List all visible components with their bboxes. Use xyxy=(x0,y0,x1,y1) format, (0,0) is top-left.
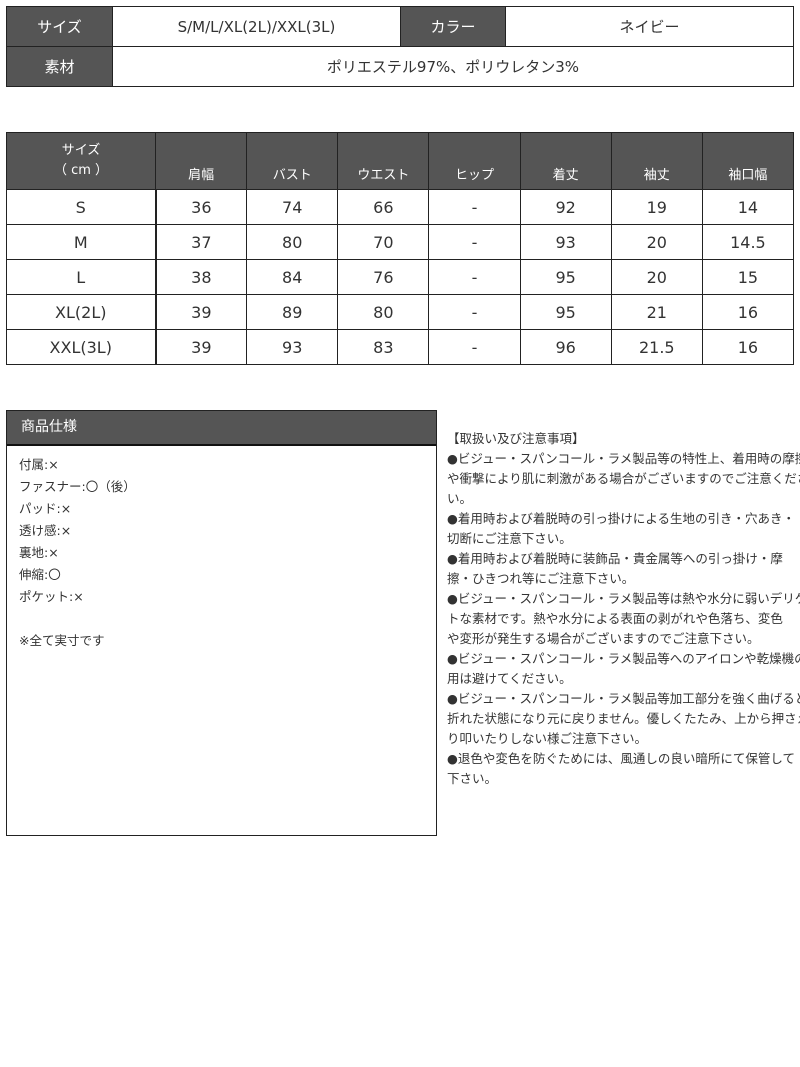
note-line: や衝撃により肌に刺激がある場合がございますのでご注意くださ xyxy=(447,471,800,486)
spec-note: ※全て実寸です xyxy=(19,633,105,648)
measurement-cell: 93 xyxy=(519,224,612,260)
measurement-cell: 89 xyxy=(246,294,339,330)
material-label: 素材 xyxy=(6,46,113,87)
measurement-cell: - xyxy=(428,189,521,225)
note-line: 下さい。 xyxy=(447,771,498,786)
measurement-cell: 38 xyxy=(154,259,248,295)
size-header-line2: （ cm ） xyxy=(53,163,109,178)
basic-info-table: サイズ S/M/L/XL(2L)/XXL(3L) カラー ネイビー 素材 ポリエ… xyxy=(6,6,794,87)
size-row: サイズ S/M/L/XL(2L)/XXL(3L) カラー ネイビー xyxy=(6,6,794,47)
column-header: 肩幅 xyxy=(154,132,248,190)
measurement-cell: 20 xyxy=(610,259,703,295)
measurement-cell: 95 xyxy=(519,259,612,295)
column-header: ウエスト xyxy=(337,132,430,190)
measurement-cell: 15 xyxy=(701,259,795,295)
size-name-cell: S xyxy=(6,189,157,225)
note-line: 切断にご注意下さい。 xyxy=(447,531,572,546)
measurement-cell: 14 xyxy=(701,189,795,225)
spec-item: 透け感:× xyxy=(19,523,72,538)
measurement-cell: 96 xyxy=(519,329,612,365)
spec-item: ファスナー:〇（後） xyxy=(19,479,136,494)
note-line: や変形が発生する場合がございますのでご注意下さい。 xyxy=(447,631,760,646)
column-header: ヒップ xyxy=(428,132,521,190)
note-line: ●退色や変色を防ぐためには、風通しの良い暗所にて保管して xyxy=(447,751,796,766)
note-line: ●着用時および着脱時の引っ掛けによる生地の引き・穴あき・ xyxy=(447,511,796,526)
measurement-cell: 20 xyxy=(610,224,703,260)
table-row: L 38 84 76-95 20 15 xyxy=(6,259,795,295)
column-header: バスト xyxy=(246,132,339,190)
measurement-cell: 16 xyxy=(701,294,795,330)
table-row: XXL(3L) 39 93 83-96 21.5 16 xyxy=(6,329,795,365)
material-value: ポリエステル97%、ポリウレタン3% xyxy=(112,46,794,87)
measurement-cell: - xyxy=(428,259,521,295)
measurement-cell: 19 xyxy=(610,189,703,225)
note-line: い。 xyxy=(447,491,473,506)
product-spec-box: 商品仕様 付属:× ファスナー:〇（後） パッド:× 透け感:× 裏地:× 伸縮:〇ポケッ… xyxy=(6,410,437,836)
color-value: ネイビー xyxy=(505,6,794,47)
spec-title: 商品仕様 xyxy=(7,411,436,446)
material-row: 素材 ポリエステル97%、ポリウレタン3% xyxy=(6,46,794,87)
measurement-cell: 37 xyxy=(154,224,248,260)
column-header: 袖丈 xyxy=(610,132,703,190)
measurement-cell: - xyxy=(428,224,521,260)
column-header: 着丈 xyxy=(519,132,612,190)
size-chart-header: サイズ （ cm ） 肩幅 バスト ウエスト ヒップ 着丈 袖丈 袖口幅 xyxy=(6,132,795,190)
spacer xyxy=(19,608,424,630)
measurement-cell: 21.5 xyxy=(610,329,703,365)
table-row: XL(2L) 39 89 80-95 21 16 xyxy=(6,294,795,330)
note-line: ●ビジュー・スパンコール・ラメ製品等へのアイロンや乾燥機の使 xyxy=(447,651,800,666)
measurement-cell: 80 xyxy=(246,224,339,260)
measurement-cell: - xyxy=(428,329,521,365)
note-line: ●着用時および着脱時に装飾品・貴金属等への引っ掛け・摩 xyxy=(447,551,783,566)
measurement-cell: 36 xyxy=(154,189,248,225)
spec-item: ポケット:× xyxy=(19,589,84,604)
spec-item: パッド:× xyxy=(19,501,72,516)
spec-item: 伸縮:〇 xyxy=(19,567,61,582)
spec-list: 付属:× ファスナー:〇（後） パッド:× 透け感:× 裏地:× 伸縮:〇ポケット:× ※… xyxy=(7,446,436,660)
spec-item: 裏地:× xyxy=(19,545,59,560)
note-line: ●ビジュー・スパンコール・ラメ製品等は熱や水分に弱いデリケー xyxy=(447,591,800,606)
measurement-cell: 95 xyxy=(519,294,612,330)
measurement-cell: 14.5 xyxy=(701,224,795,260)
note-line: トな素材です。熱や水分による表面の剥がれや色落ち、変色 xyxy=(447,611,783,626)
measurement-cell: 70 xyxy=(337,224,430,260)
note-line: 折れた状態になり元に戻りません。優しくたたみ、上から押さえた xyxy=(447,711,800,726)
measurement-cell: 74 xyxy=(246,189,339,225)
column-header: 袖口幅 xyxy=(701,132,795,190)
care-notes: 【取扱い及び注意事項】 ●ビジュー・スパンコール・ラメ製品等の特性上、着用時の摩… xyxy=(447,429,800,789)
size-name-cell: M xyxy=(6,224,157,260)
size-label: サイズ xyxy=(6,6,113,47)
spec-item: 付属:× xyxy=(19,457,59,472)
table-row: S 36 74 66-92 19 14 xyxy=(6,189,795,225)
measurement-cell: 93 xyxy=(246,329,339,365)
size-name-cell: XL(2L) xyxy=(6,294,157,330)
notes-title: 【取扱い及び注意事項】 xyxy=(447,431,585,446)
note-line: 用は避けてください。 xyxy=(447,671,572,686)
measurement-cell: 83 xyxy=(337,329,430,365)
note-line: 擦・ひきつれ等にご注意下さい。 xyxy=(447,571,635,586)
size-value: S/M/L/XL(2L)/XXL(3L) xyxy=(112,6,401,47)
note-line: ●ビジュー・スパンコール・ラメ製品等加工部分を強く曲げると xyxy=(447,691,800,706)
measurement-cell: 92 xyxy=(519,189,612,225)
measurement-cell: 76 xyxy=(337,259,430,295)
table-row: M 37 80 70-93 20 14.5 xyxy=(6,224,795,260)
measurement-cell: - xyxy=(428,294,521,330)
size-name-cell: L xyxy=(6,259,157,295)
measurement-cell: 66 xyxy=(337,189,430,225)
size-header-line1: サイズ xyxy=(61,143,101,158)
size-name-cell: XXL(3L) xyxy=(6,329,157,365)
color-label: カラー xyxy=(400,6,506,47)
note-line: ●ビジュー・スパンコール・ラメ製品等の特性上、着用時の摩擦 xyxy=(447,451,800,466)
note-line: り叩いたりしない様ご注意下さい。 xyxy=(447,731,648,746)
measurement-cell: 16 xyxy=(701,329,795,365)
measurement-cell: 80 xyxy=(337,294,430,330)
measurement-cell: 39 xyxy=(154,329,248,365)
measurement-cell: 21 xyxy=(610,294,703,330)
size-header-cell: サイズ （ cm ） xyxy=(6,132,156,190)
measurement-cell: 84 xyxy=(246,259,339,295)
size-chart-table: サイズ （ cm ） 肩幅 バスト ウエスト ヒップ 着丈 袖丈 袖口幅 S 36 74 66-9… xyxy=(6,132,795,365)
measurement-cell: 39 xyxy=(154,294,248,330)
